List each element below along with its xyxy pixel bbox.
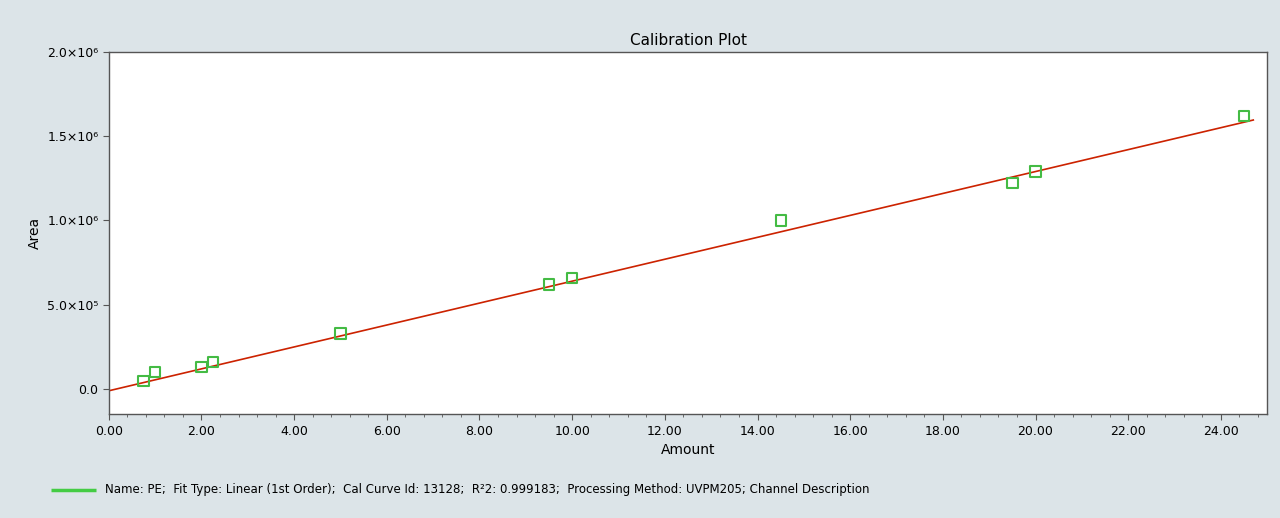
Text: Name: PE;  Fit Type: Linear (1st Order);  Cal Curve Id: 13128;  R²2: 0.999183;  : Name: PE; Fit Type: Linear (1st Order); … xyxy=(105,483,869,496)
Point xyxy=(133,377,154,385)
X-axis label: Amount: Amount xyxy=(660,443,716,457)
Point xyxy=(539,280,559,289)
Point xyxy=(1025,167,1046,176)
Point xyxy=(330,329,351,338)
Y-axis label: Area: Area xyxy=(27,217,41,249)
Point xyxy=(771,217,791,225)
Title: Calibration Plot: Calibration Plot xyxy=(630,33,746,48)
Point xyxy=(1002,179,1023,188)
Point xyxy=(202,358,223,366)
Point xyxy=(191,363,211,371)
Point xyxy=(1234,112,1254,120)
Point xyxy=(562,274,582,282)
Point xyxy=(145,368,165,377)
